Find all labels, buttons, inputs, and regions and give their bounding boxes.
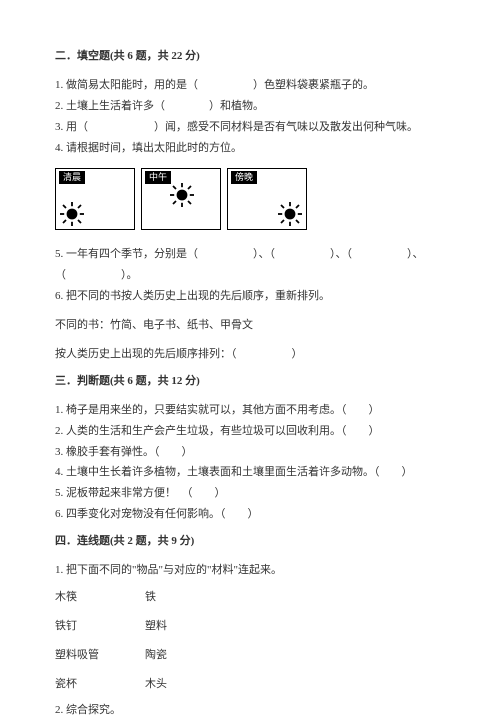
s3-q2: 2. 人类的生活和生产会产生垃圾，有些垃圾可以回收利用。（ ） bbox=[55, 421, 445, 442]
panel-noon-label: 中午 bbox=[145, 171, 171, 184]
s3-q6: 6. 四季变化对宠物没有任何影响。（ ） bbox=[55, 504, 445, 525]
section-4-title: 四．连线题(共 2 题，共 9 分) bbox=[55, 531, 445, 552]
match-left: 塑料吸管 bbox=[55, 645, 145, 666]
s2-q2: 2. 土壤上生活着许多（ ）和植物。 bbox=[55, 96, 445, 117]
s4-q1: 1. 把下面不同的"物品"与对应的"材料"连起来。 bbox=[55, 560, 445, 581]
s2-q6a: 6. 把不同的书按人类历史上出现的先后顺序，重新排列。 bbox=[55, 286, 445, 307]
sun-icon bbox=[278, 202, 302, 226]
s3-q3: 3. 橡胶手套有弹性。（ ） bbox=[55, 442, 445, 463]
match-table: 木筷 铁 铁钉 塑料 塑料吸管 陶瓷 瓷杯 木头 bbox=[55, 587, 445, 695]
s3-q5: 5. 泥板带起来非常方便！ （ ） bbox=[55, 483, 445, 504]
match-left: 铁钉 bbox=[55, 616, 145, 637]
sun-icon bbox=[60, 202, 84, 226]
panel-evening: 傍晚 bbox=[227, 168, 307, 230]
s2-q5: 5. 一年有四个季节，分别是（ ）、（ ）、（ ）、（ ）。 bbox=[55, 244, 445, 286]
match-row: 木筷 铁 bbox=[55, 587, 445, 608]
match-row: 铁钉 塑料 bbox=[55, 616, 445, 637]
match-right: 木头 bbox=[145, 674, 167, 695]
panel-morning: 清晨 bbox=[55, 168, 135, 230]
s2-q6b: 不同的书：竹简、电子书、纸书、甲骨文 bbox=[55, 315, 445, 336]
sun-icon bbox=[170, 183, 194, 207]
s2-q4: 4. 请根据时间，填出太阳此时的方位。 bbox=[55, 138, 445, 159]
match-right: 塑料 bbox=[145, 616, 167, 637]
s2-q1: 1. 做简易太阳能时，用的是（ ）色塑料袋裹紧瓶子的。 bbox=[55, 75, 445, 96]
section-3-title: 三．判断题(共 6 题，共 12 分) bbox=[55, 371, 445, 392]
section-2-title: 二．填空题(共 6 题，共 22 分) bbox=[55, 46, 445, 67]
match-left: 木筷 bbox=[55, 587, 145, 608]
panel-evening-label: 傍晚 bbox=[231, 171, 257, 184]
panel-morning-label: 清晨 bbox=[59, 171, 85, 184]
s2-q3: 3. 用（ ）闻，感受不同材料是否有气味以及散发出何种气味。 bbox=[55, 117, 445, 138]
match-right: 陶瓷 bbox=[145, 645, 167, 666]
s3-q4: 4. 土壤中生长着许多植物，土壤表面和土壤里面生活着许多动物。（ ） bbox=[55, 462, 445, 483]
sun-diagram: 清晨 bbox=[55, 168, 445, 230]
match-row: 塑料吸管 陶瓷 bbox=[55, 645, 445, 666]
s4-q2: 2. 综合探究。 bbox=[55, 700, 445, 721]
match-right: 铁 bbox=[145, 587, 156, 608]
match-row: 瓷杯 木头 bbox=[55, 674, 445, 695]
panel-noon: 中午 bbox=[141, 168, 221, 230]
match-left: 瓷杯 bbox=[55, 674, 145, 695]
s3-q1: 1. 椅子是用来坐的，只要结实就可以，其他方面不用考虑。（ ） bbox=[55, 400, 445, 421]
s2-q6c: 按人类历史上出现的先后顺序排列：（ ） bbox=[55, 344, 445, 365]
